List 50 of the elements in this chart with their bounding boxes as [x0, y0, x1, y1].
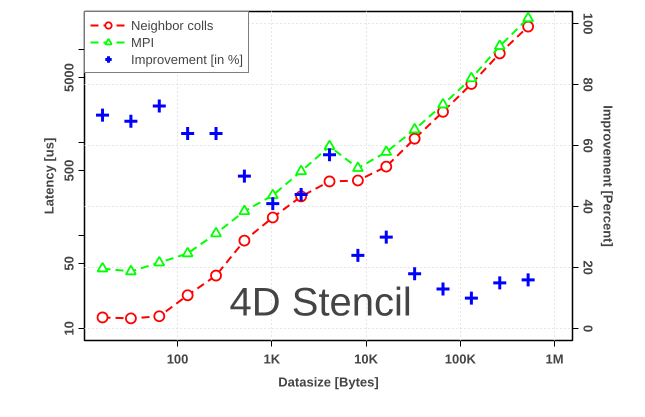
y-tick-label: 10 — [62, 321, 76, 336]
y2-tick-label: 80 — [580, 77, 596, 92]
x-tick-label: 100K — [444, 352, 476, 366]
y2-tick-label: 100 — [580, 12, 596, 35]
point — [125, 312, 137, 324]
y-axis-title: Latency [us] — [42, 138, 56, 214]
point — [352, 161, 364, 172]
point — [324, 176, 336, 188]
y2-tick-label: 40 — [580, 199, 596, 214]
point — [182, 246, 194, 258]
point — [324, 140, 336, 150]
x-axis-title: Datasize [Bytes] — [278, 374, 379, 390]
point — [238, 204, 250, 216]
point — [182, 289, 194, 302]
y2-tick-label: 0 — [580, 324, 596, 332]
point — [125, 264, 137, 276]
y-tick-label: 5000 — [62, 63, 76, 92]
point — [295, 164, 308, 176]
y-tick-label: 50 — [62, 256, 76, 271]
annotation: 4D Stencil — [230, 280, 412, 324]
y2-axis-title: Improvement [Percent] — [600, 105, 616, 247]
legend-label: MPI — [131, 34, 154, 50]
point — [210, 226, 222, 238]
x-tick-label: 100 — [166, 352, 188, 366]
point — [210, 270, 222, 282]
x-tick-label: 10K — [354, 352, 379, 366]
legend-label: Neighbor colls — [131, 17, 214, 33]
point — [437, 98, 449, 108]
point — [266, 188, 279, 200]
legend-label: Improvement [in %] — [131, 51, 243, 67]
y2-tick-label: 20 — [580, 260, 596, 275]
point — [238, 234, 250, 246]
point — [408, 132, 421, 145]
point — [494, 39, 506, 50]
point — [465, 72, 478, 82]
point — [96, 312, 108, 324]
point — [380, 160, 392, 173]
point — [96, 262, 108, 272]
y2-tick-label: 60 — [580, 138, 596, 153]
point — [352, 174, 364, 186]
point — [522, 20, 534, 32]
y-tick-label: 500 — [62, 160, 76, 182]
point — [153, 310, 166, 322]
point — [408, 122, 421, 134]
point — [153, 256, 166, 266]
point — [522, 12, 534, 22]
point — [266, 212, 279, 224]
x-tick-label: 1M — [546, 352, 564, 366]
point — [380, 145, 392, 156]
x-tick-label: 1K — [263, 352, 281, 366]
